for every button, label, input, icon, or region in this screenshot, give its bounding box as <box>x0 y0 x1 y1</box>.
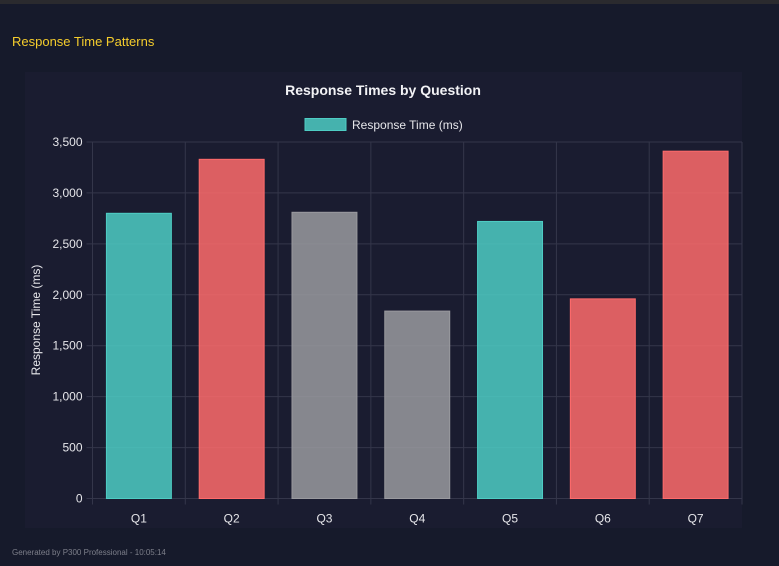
window-top-bar <box>0 0 779 4</box>
y-tick-label: 500 <box>62 441 82 455</box>
y-tick-label: 1,000 <box>52 390 82 404</box>
y-tick-label: 0 <box>76 492 83 506</box>
bar-q3 <box>291 211 358 499</box>
bar-q7 <box>662 150 729 499</box>
y-axis-label: Response Time (ms) <box>29 265 43 376</box>
x-tick-label: Q6 <box>595 512 611 526</box>
bar-q1 <box>105 212 172 500</box>
x-tick-label: Q5 <box>502 512 518 526</box>
x-tick-label: Q3 <box>316 512 332 526</box>
y-tick-label: 1,500 <box>52 339 82 353</box>
section-title: Response Time Patterns <box>12 34 155 49</box>
legend-swatch <box>304 118 347 131</box>
x-tick-label: Q7 <box>688 512 704 526</box>
bar-q5 <box>477 220 544 499</box>
footer-text: Generated by P300 Professional - 10:05:1… <box>12 548 166 557</box>
x-tick-label: Q4 <box>409 512 425 526</box>
x-tick-label: Q2 <box>224 512 240 526</box>
chart-title: Response Times by Question <box>285 82 481 98</box>
y-tick-label: 3,500 <box>52 135 82 149</box>
y-tick-label: 2,000 <box>52 288 82 302</box>
y-tick-label: 3,000 <box>52 186 82 200</box>
bar-q4 <box>384 310 451 499</box>
legend-label: Response Time (ms) <box>352 118 463 132</box>
x-tick-label: Q1 <box>131 512 147 526</box>
bar-q6 <box>569 298 636 499</box>
y-tick-label: 2,500 <box>52 237 82 251</box>
bar-q2 <box>198 158 265 500</box>
